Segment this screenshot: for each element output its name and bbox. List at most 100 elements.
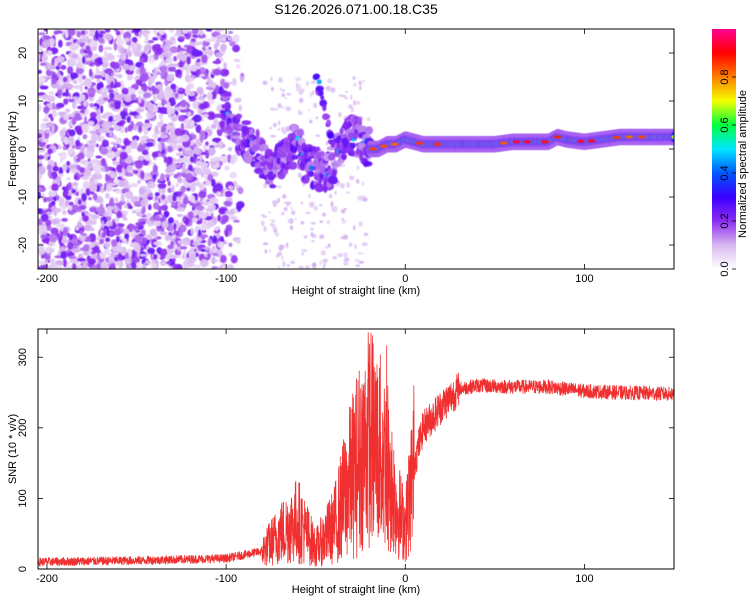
- spectrogram-cell: [207, 50, 214, 56]
- spectrogram-cell: [224, 101, 232, 111]
- spectrogram-cell: [277, 197, 281, 203]
- spectrogram-cell: [44, 152, 48, 161]
- spectrogram-cell: [298, 265, 304, 269]
- spectrogram-cell: [54, 264, 63, 269]
- spectrogram-cell: [215, 35, 222, 41]
- spectrogram-cell: [172, 194, 177, 202]
- spectrogram-cell: [355, 179, 360, 184]
- spectrogram-cell: [341, 94, 347, 98]
- spectrogram-cell: [125, 145, 132, 154]
- spectrogram-cell: [171, 184, 175, 194]
- spectrogram-cell: [75, 62, 83, 68]
- spectrogram-cell: [109, 92, 115, 100]
- spectrogram-cell: [147, 56, 156, 64]
- spectrogram-cell: [310, 222, 316, 225]
- spectrogram-cell: [216, 127, 223, 137]
- spectrogram-cell: [166, 195, 173, 201]
- spectrogram-cell: [194, 166, 202, 176]
- spectrogram-cell: [165, 57, 174, 64]
- spectrogram-cell: [140, 170, 145, 180]
- spectrogram-cell: [68, 255, 77, 260]
- spectrogram-cell: [153, 232, 158, 239]
- spectrogram-cell: [179, 246, 188, 250]
- spectrogram-cell: [201, 223, 207, 231]
- spectrogram-cell: [99, 251, 107, 260]
- spectrogram-cell: [65, 265, 71, 269]
- spectrogram-cell: [183, 125, 191, 129]
- spectrogram-cell: [95, 155, 103, 159]
- spectrogram-cell: [121, 210, 129, 216]
- spectrogram-cell: [354, 259, 361, 262]
- spectrogram-cell: [343, 252, 348, 258]
- spectrogram-cell: [215, 29, 225, 33]
- spectrogram-cell: [180, 99, 187, 108]
- spectrogram-cell: [353, 225, 356, 231]
- spectrogram-cell: [38, 260, 45, 264]
- spectrogram-cell: [576, 139, 585, 143]
- spectrogram-cell: [198, 29, 204, 34]
- spectrogram-cell: [229, 171, 238, 179]
- spectrogram-cell: [228, 30, 234, 35]
- spectrogram-cell: [165, 261, 172, 265]
- spectrogram-cell: [51, 77, 57, 85]
- spectrogram-cell: [152, 174, 157, 180]
- spectrogram-cell: [178, 224, 187, 233]
- colorbar-tick-label: 0.0: [719, 261, 731, 276]
- spectrogram-cell: [105, 73, 110, 80]
- spectrogram-cell: [156, 121, 163, 128]
- y-tick-label: 100: [17, 489, 29, 507]
- spectrogram-cell: [166, 156, 173, 165]
- spectrogram-cell: [38, 133, 43, 139]
- spectrogram-cell: [202, 144, 208, 152]
- spectrogram-cell: [174, 128, 183, 136]
- spectrogram-cell: [280, 211, 285, 216]
- spectrogram-cell: [123, 95, 132, 103]
- spectrogram-cell: [39, 62, 47, 66]
- spectrogram-cell: [94, 30, 99, 40]
- spectrogram-cell: [297, 172, 302, 179]
- spectrogram-cell: [40, 254, 45, 259]
- spectrogram-cell: [105, 237, 111, 243]
- spectrogram-cell: [305, 265, 310, 269]
- spectrogram-cell: [163, 155, 168, 164]
- spectrogram-cell: [72, 100, 77, 110]
- spectrogram-cell: [99, 186, 106, 193]
- spectrogram-cell: [358, 80, 363, 86]
- spectrogram-cell: [114, 81, 122, 88]
- spectrogram-cell: [97, 127, 105, 134]
- spectrogram-cell: [300, 201, 304, 205]
- spectrogram-cell: [91, 213, 99, 220]
- spectrogram-cell: [140, 139, 144, 145]
- spectrogram-cell: [110, 141, 116, 145]
- spectrogram-cell: [220, 43, 227, 52]
- spectrogram-cell: [199, 135, 204, 143]
- spectrogram-cell: [305, 211, 311, 215]
- spectrogram-cell: [124, 127, 129, 133]
- spectrogram-cell: [277, 120, 281, 126]
- spectrogram-cell: [357, 195, 363, 201]
- spectrogram-cell: [286, 264, 291, 267]
- spectrogram-cell: [82, 55, 86, 64]
- spectrogram-cell: [358, 261, 365, 264]
- spectrogram-cell: [274, 231, 279, 237]
- spectrogram-cell: [120, 103, 126, 108]
- spectrogram-cell: [284, 97, 287, 100]
- spectrogram-cell: [286, 201, 290, 207]
- spectrogram-cell: [124, 259, 131, 266]
- spectrogram-cell: [116, 121, 124, 127]
- spectrogram-cell: [106, 206, 113, 212]
- spectrogram-cell: [295, 76, 302, 82]
- spectrogram-cell: [357, 252, 364, 255]
- spectrogram-cell: [232, 34, 240, 44]
- spectrogram-cell: [89, 111, 97, 119]
- spectrogram-cell: [303, 235, 308, 239]
- spectrogram-cell: [96, 98, 106, 105]
- spectrogram-cell: [127, 124, 133, 132]
- spectrogram-cell: [84, 115, 88, 125]
- spectrogram-cell: [45, 237, 50, 245]
- spectrogram-cell: [229, 215, 238, 221]
- spectrogram-cell: [356, 165, 360, 171]
- spectrogram-cell: [119, 47, 126, 54]
- spectrogram-cell: [332, 169, 337, 178]
